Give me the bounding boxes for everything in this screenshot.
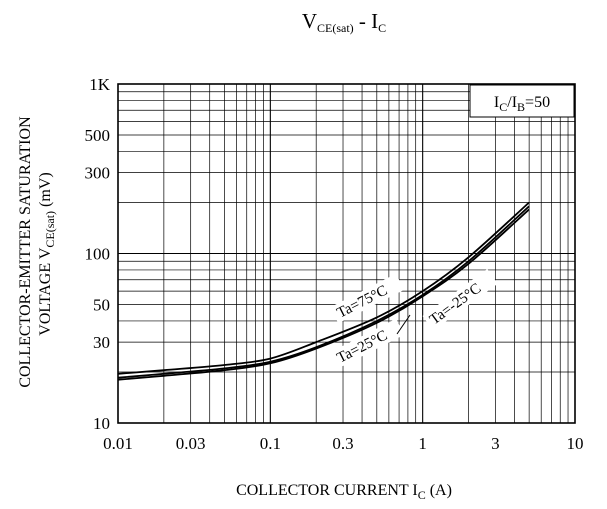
plot-border bbox=[117, 83, 576, 424]
y-tick-labels: 10 30 50 100 300 500 1K bbox=[85, 75, 111, 433]
chart-title: VCE(sat) - IC bbox=[302, 9, 386, 35]
y-tick-label: 1K bbox=[89, 75, 111, 94]
x-tick-label: 3 bbox=[491, 434, 500, 453]
legend-box bbox=[469, 84, 575, 118]
curve-label-25-leader bbox=[396, 314, 411, 335]
y-tick-label: 30 bbox=[93, 333, 110, 352]
x-tick-label: 0.01 bbox=[103, 434, 133, 453]
y-axis-label-line1: COLLECTOR-EMITTER SATURATION bbox=[17, 116, 34, 388]
curve-label-75-bg bbox=[330, 273, 405, 324]
x-tick-label: 0.03 bbox=[176, 434, 206, 453]
y-tick-label: 500 bbox=[85, 126, 111, 145]
x-tick-label: 0.1 bbox=[260, 434, 281, 453]
x-tick-labels: 0.01 0.03 0.1 0.3 1 3 10 bbox=[103, 434, 583, 453]
x-tick-label: 1 bbox=[418, 434, 427, 453]
y-tick-label: 10 bbox=[93, 414, 110, 433]
series-line-1 bbox=[117, 205, 530, 379]
x-axis-label: COLLECTOR CURRENT IC (A) bbox=[236, 482, 452, 502]
curves bbox=[117, 201, 530, 381]
x-tick-label: 10 bbox=[567, 434, 584, 453]
y-tick-label: 50 bbox=[93, 296, 110, 315]
y-tick-label: 100 bbox=[85, 245, 111, 264]
series-line-0 bbox=[117, 201, 530, 375]
y-axis-label-line2: VOLTAGE VCE(sat) (mV) bbox=[37, 172, 57, 335]
legend: IC/IB=50 bbox=[469, 84, 575, 118]
legend-text: IC/IB=50 bbox=[494, 94, 550, 114]
curve-label-25-bg bbox=[330, 318, 405, 369]
curve-label-m25-bg bbox=[422, 269, 498, 331]
x-tick-label: 0.3 bbox=[332, 434, 353, 453]
series-line-2 bbox=[117, 208, 530, 381]
plot-area bbox=[117, 83, 576, 424]
y-tick-label: 300 bbox=[85, 164, 111, 183]
